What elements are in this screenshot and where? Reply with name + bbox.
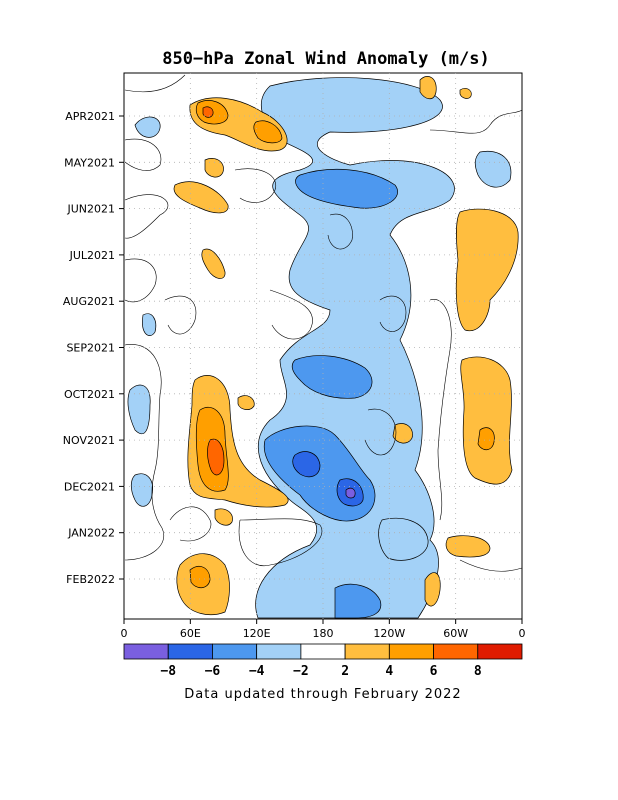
colorbar-swatch	[123, 643, 169, 660]
region-minus-2-small-a	[134, 116, 161, 138]
colorbar-swatch	[212, 643, 258, 660]
footer-text: Data updated through February 2022	[184, 687, 461, 702]
y-tick-label: OCT2021	[64, 388, 115, 401]
minus-4-regions	[263, 168, 398, 619]
region-minus-4-feb	[334, 583, 382, 619]
chart-title: 850−hPa Zonal Wind Anomaly (m/s)	[162, 49, 490, 69]
colorbar-label: 2	[341, 664, 349, 679]
region-minus-2-west-strip	[142, 313, 157, 336]
region-plus-2-east-jun-aug	[455, 208, 519, 332]
region-minus-2-small-c	[130, 473, 153, 507]
y-axis: APR2021 MAY2021 JUN2021 JUL2021 AUG2021 SEP20…	[63, 110, 124, 586]
region-plus-2-jun-small	[204, 158, 224, 178]
y-tick-label: SEP2021	[66, 342, 115, 355]
colorbar-swatch	[300, 643, 346, 660]
region-minus-2-east-small	[378, 517, 429, 561]
x-tick-label: 120E	[243, 627, 271, 640]
y-tick-label: NOV2021	[63, 434, 115, 447]
x-tick-label: 60W	[443, 627, 468, 640]
plus-6-regions	[202, 106, 225, 476]
minus-6-regions	[292, 451, 364, 507]
y-tick-label: JUN2021	[66, 203, 115, 216]
region-plus-2-apr-east-b	[459, 88, 472, 99]
y-tick-label: JAN2022	[67, 527, 115, 540]
y-tick-label: APR2021	[65, 110, 115, 123]
colorbar-label: 8	[474, 664, 482, 679]
y-tick-label: DEC2021	[64, 480, 115, 493]
region-plus-2-may	[173, 181, 229, 214]
gridlines	[124, 73, 522, 619]
colorbar-swatch	[344, 643, 390, 660]
colorbar: −8 −6 −4 −2 2 4 6 8	[123, 643, 523, 679]
region-plus-2-apr-east	[419, 76, 437, 100]
colorbar-swatch	[256, 643, 302, 660]
x-tick-label: 0	[519, 627, 526, 640]
colorbar-label: −6	[205, 664, 221, 679]
region-minus-4-oct	[291, 355, 373, 399]
colorbar-label: 6	[430, 664, 438, 679]
colorbar-swatch	[388, 643, 434, 660]
region-plus-2-jan-east	[445, 535, 491, 558]
colorbar-label: −2	[293, 664, 309, 679]
x-axis: 0 60E 120E 180 120W 60W 0	[121, 619, 526, 640]
region-plus-2-east-oct-dec	[460, 356, 513, 485]
y-tick-label: JUL2021	[69, 249, 115, 262]
colorbar-swatch	[477, 643, 523, 660]
y-tick-label: MAY2021	[64, 156, 115, 169]
region-plus-2-feb-east	[424, 572, 441, 607]
minus-8-regions	[345, 487, 356, 499]
region-plus-4-east-nov	[477, 427, 495, 451]
region-plus-4-feb	[189, 566, 211, 589]
region-minus-2-north-east	[474, 150, 512, 188]
colorbar-label: 4	[385, 664, 393, 679]
colorbar-swatch	[167, 643, 213, 660]
region-plus-6-nov	[207, 438, 225, 476]
y-tick-label: AUG2021	[63, 295, 115, 308]
region-minus-2-small-b	[127, 384, 151, 435]
region-minus-6-nov	[292, 451, 321, 478]
region-plus-2-jul	[201, 248, 226, 279]
colorbar-label: −8	[160, 664, 176, 679]
colorbar-label: −4	[249, 664, 265, 679]
region-plus-2-jan-mid	[214, 508, 233, 526]
x-tick-label: 0	[121, 627, 128, 640]
region-minus-8-dec	[345, 487, 356, 499]
region-plus-2-nov-small	[392, 423, 413, 444]
colorbar-swatch	[433, 643, 479, 660]
region-plus-4-apr-b	[253, 120, 283, 144]
x-tick-label: 180	[313, 627, 334, 640]
anomaly-field	[124, 74, 523, 619]
y-tick-label: FEB2022	[66, 573, 115, 586]
region-minus-4-may	[295, 168, 398, 209]
x-tick-label: 60E	[180, 627, 201, 640]
x-tick-label: 120W	[373, 627, 405, 640]
region-plus-2-oct-mid	[237, 395, 255, 410]
